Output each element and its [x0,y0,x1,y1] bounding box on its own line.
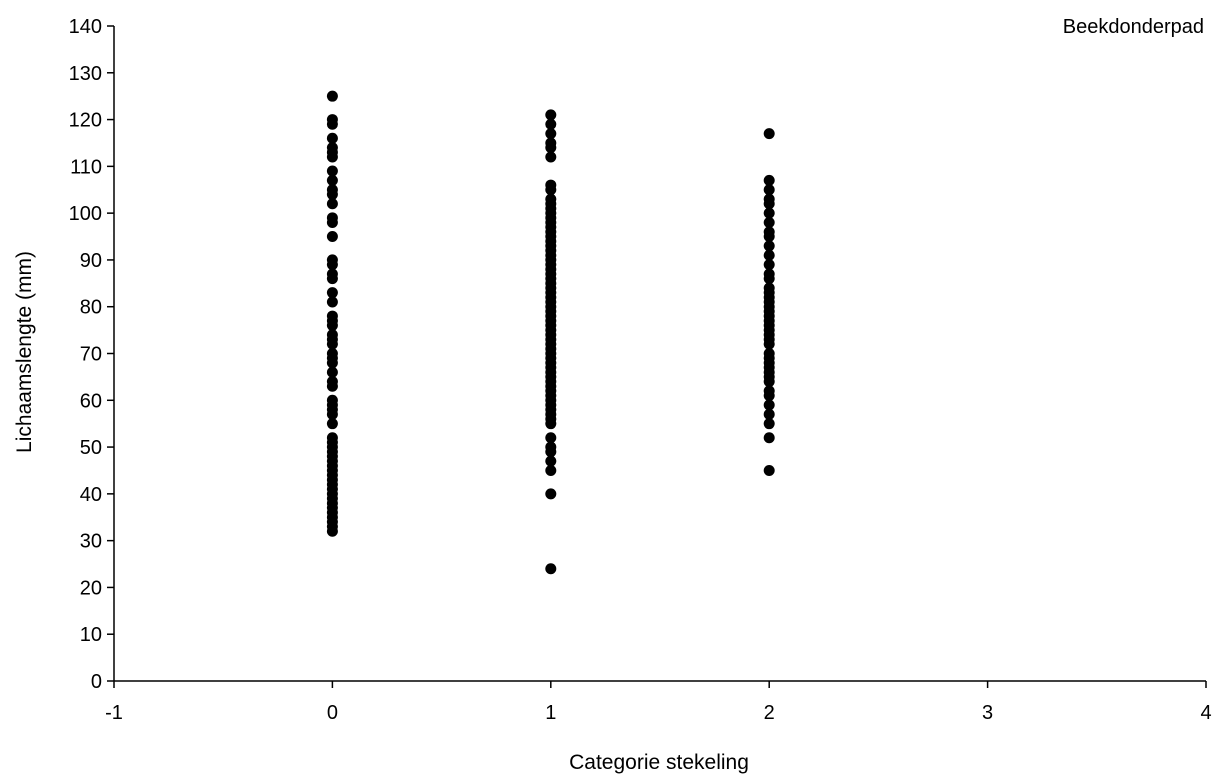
data-points [326,90,775,575]
data-point [326,217,338,228]
data-point [326,380,338,392]
data-point [545,418,557,430]
y-tick-label: 100 [69,203,102,225]
data-point [326,231,338,243]
data-point [545,184,557,196]
data-point [763,432,775,444]
y-tick-label: 10 [80,624,102,646]
chart-annotation: Beekdonderpad [1063,16,1204,38]
data-point [545,563,557,575]
data-point [326,259,338,271]
y-ticks: 0 10 20 30 40 50 60 70 80 90 100 110 120 130 140 [69,16,114,693]
data-point [763,408,775,420]
data-point [763,217,775,228]
data-point [763,418,775,430]
data-point [545,128,557,140]
data-point [545,488,557,500]
data-point [326,118,338,130]
data-point [545,109,557,121]
y-tick-label: 90 [80,250,102,272]
y-tick-label: 20 [80,577,102,599]
axes [113,26,1206,682]
data-point [545,151,557,163]
data-point [326,287,338,299]
y-tick-label: 60 [80,390,102,412]
x-axis-title: Categorie stekeling [569,751,749,774]
x-ticks: -1 0 1 2 3 4 [105,681,1212,724]
x-tick-label: -1 [105,702,123,724]
x-tick-label: 1 [545,702,556,724]
data-point [545,446,557,458]
data-point [763,231,775,243]
data-point [326,296,338,308]
data-point [326,151,338,163]
data-point [326,174,338,186]
y-tick-label: 70 [80,344,102,366]
data-point [326,273,338,285]
data-point [545,432,557,444]
data-point [763,240,775,252]
data-point [763,464,775,476]
data-point [763,390,775,402]
data-point [763,184,775,196]
data-point [326,408,338,420]
y-tick-label: 120 [69,110,102,132]
data-point [545,464,557,476]
data-point [326,525,338,537]
data-point [763,273,775,285]
data-point [545,142,557,154]
data-point [326,319,338,331]
x-tick-label: 2 [764,702,775,724]
data-point [763,376,775,388]
data-point [326,188,338,200]
data-point [763,249,775,261]
data-point [545,455,557,467]
y-tick-label: 50 [80,437,102,459]
x-tick-label: 4 [1200,702,1211,724]
data-point [763,174,775,186]
data-point [326,165,338,177]
data-point [763,399,775,411]
data-point [326,357,338,369]
y-tick-label: 130 [69,63,102,85]
y-tick-label: 0 [91,671,102,693]
data-point [763,338,775,350]
data-point [326,132,338,144]
data-point [545,118,557,130]
data-point [763,128,775,140]
data-point [763,207,775,219]
data-point [326,366,338,378]
y-tick-label: 80 [80,297,102,319]
x-tick-label: 3 [982,702,993,724]
y-axis-title: Lichaamslengte (mm) [13,251,36,453]
data-point [763,259,775,271]
data-point [326,90,338,102]
data-point [326,338,338,350]
data-point [763,198,775,210]
y-tick-label: 110 [70,156,102,178]
x-tick-label: 0 [327,702,338,724]
y-tick-label: 40 [80,484,102,506]
data-point [326,418,338,430]
y-tick-label: 140 [69,16,102,38]
data-point [326,198,338,210]
y-tick-label: 30 [80,531,102,553]
